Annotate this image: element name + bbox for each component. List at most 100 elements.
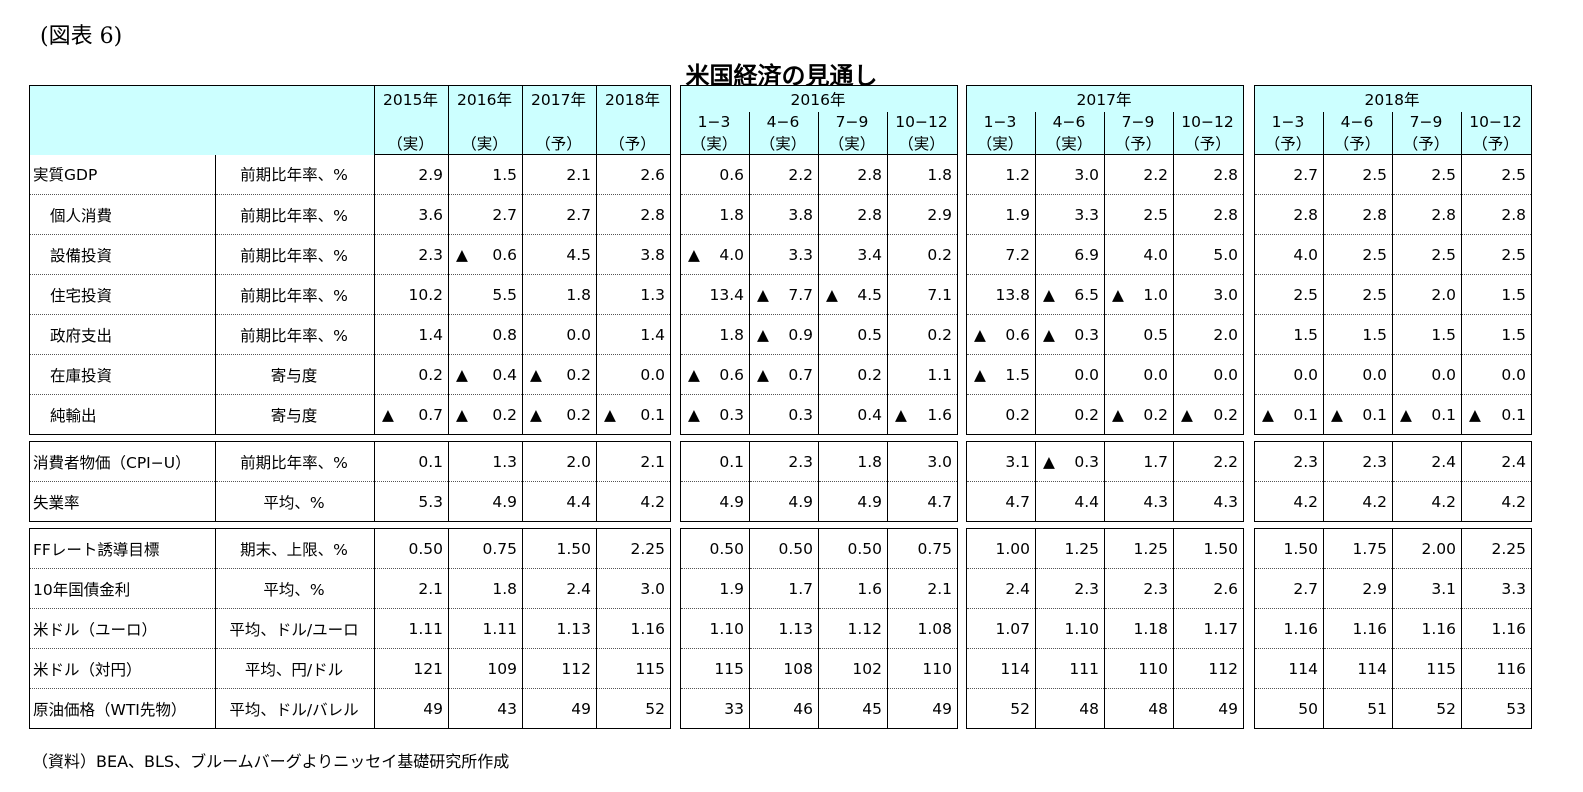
value-cell: 2.0	[1392, 274, 1462, 315]
value-cell: 0.2	[1035, 394, 1105, 435]
value-cell: 49	[522, 688, 597, 729]
value-cell: 7.1	[886, 274, 959, 315]
row-unit: 平均、%	[215, 568, 375, 609]
table-row: ▲ 0.6 ▲ 0.7 0.2 1.1	[680, 354, 959, 395]
value-cell: 2.25	[596, 528, 671, 569]
header-spacer	[448, 112, 523, 132]
quarterly-2016-table: 2016年 1−3 4−6 7−9 10−12 （実） （実） （実） （実） 0.6 2.2 2.8…	[679, 85, 959, 729]
value-cell: 3.3	[1035, 194, 1105, 235]
group-year: 2016年	[679, 85, 959, 112]
value-cell: 2.4	[966, 568, 1036, 609]
value-cell: 1.17	[1172, 608, 1245, 649]
quarter-label: 1−3	[680, 112, 750, 132]
section-gap	[215, 521, 375, 529]
value-cell: ▲ 1.6	[886, 394, 959, 435]
quarter-status: （実）	[818, 132, 888, 155]
negative-marker-icon: ▲	[895, 405, 907, 424]
negative-marker-icon: ▲	[974, 365, 986, 384]
value-cell: 2.8	[1460, 194, 1533, 235]
section-gap	[680, 434, 750, 442]
value-cell: 1.11	[374, 608, 449, 649]
value-cell: 7.2	[966, 234, 1036, 275]
value-cell: ▲ 0.2	[522, 394, 597, 435]
value-cell: 13.8	[966, 274, 1036, 315]
row-label: 政府支出	[29, 314, 216, 355]
row-unit: 前期比年率、%	[215, 154, 375, 195]
row-unit: 前期比年率、%	[215, 234, 375, 275]
table-row: 原油価格（WTI先物） 平均、ドル/バレル 49 43 49 52	[29, 688, 671, 729]
negative-marker-icon: ▲	[382, 405, 394, 424]
value-cell: 121	[374, 648, 449, 689]
section-gap	[1323, 434, 1393, 442]
value-cell: 2.1	[886, 568, 959, 609]
value-cell: ▲ 0.1	[1460, 394, 1533, 435]
section-gap	[596, 521, 671, 529]
value-cell: 1.13	[522, 608, 597, 649]
value-cell: ▲ 0.7	[374, 394, 449, 435]
value-cell: 2.2	[749, 154, 819, 195]
row-label: 失業率	[29, 481, 216, 522]
value-cell: 2.5	[1323, 234, 1393, 275]
value-cell: 2.6	[596, 154, 671, 195]
value-cell: 2.7	[522, 194, 597, 235]
value-cell: 4.0	[1254, 234, 1324, 275]
value-cell: 1.8	[680, 314, 750, 355]
column-status: （実）	[374, 132, 449, 155]
value-cell: 1.8	[886, 154, 959, 195]
value-cell: 0.3	[749, 394, 819, 435]
value-cell: 4.0	[1104, 234, 1174, 275]
table-row: ▲ 0.1 ▲ 0.1 ▲ 0.1 ▲ 0.1	[1254, 394, 1533, 435]
quarter-label: 1−3	[966, 112, 1036, 132]
value-cell: 4.3	[1104, 481, 1174, 522]
value-cell: 1.5	[1460, 314, 1533, 355]
row-unit: 前期比年率、%	[215, 441, 375, 482]
table-row: ▲ 1.5 0.0 0.0 0.0	[966, 354, 1245, 395]
table-row: 在庫投資 寄与度 0.2 ▲ 0.4 ▲ 0.2 0.0	[29, 354, 671, 395]
table-row: 1.07 1.10 1.18 1.17	[966, 608, 1245, 649]
value-cell: 4.7	[886, 481, 959, 522]
value-cell: 0.5	[1104, 314, 1174, 355]
table-row: 10年国債金利 平均、% 2.1 1.8 2.4 3.0	[29, 568, 671, 609]
value-cell: 5.0	[1172, 234, 1245, 275]
negative-marker-icon: ▲	[688, 405, 700, 424]
value-cell: 115	[680, 648, 750, 689]
value-cell: ▲ 0.6	[966, 314, 1036, 355]
value-cell: 114	[966, 648, 1036, 689]
value-cell: 1.16	[596, 608, 671, 649]
value-cell: 1.5	[1460, 274, 1533, 315]
negative-marker-icon: ▲	[604, 405, 616, 424]
value: 4.5	[857, 285, 882, 304]
value-cell: ▲ 0.1	[1254, 394, 1324, 435]
value-cell: 0.0	[1323, 354, 1393, 395]
table-row: 4.7 4.4 4.3 4.3	[966, 481, 1245, 522]
section-gap	[374, 434, 449, 442]
column-year: 2017年	[522, 85, 597, 112]
value: 0.2	[566, 365, 591, 384]
table-row: 実質GDP 前期比年率、% 2.9 1.5 2.1 2.6	[29, 154, 671, 195]
table-row: 2.4 2.3 2.3 2.6	[966, 568, 1245, 609]
table-row: 52 48 48 49	[966, 688, 1245, 729]
section-gap	[749, 434, 819, 442]
value: 0.1	[1431, 405, 1456, 424]
value-cell: 1.13	[749, 608, 819, 649]
table-row: 0.6 2.2 2.8 1.8	[680, 154, 959, 195]
table-row: 0.1 2.3 1.8 3.0	[680, 441, 959, 482]
value: 0.2	[1213, 405, 1239, 424]
value-cell: ▲ 0.2	[522, 354, 597, 395]
group-year: 2017年	[965, 85, 1245, 112]
column-year: 2018年	[596, 85, 671, 112]
value-cell: ▲ 0.9	[749, 314, 819, 355]
value-cell: 2.8	[1172, 154, 1245, 195]
value-cell: 1.08	[886, 608, 959, 649]
value-cell: 2.7	[448, 194, 523, 235]
value-cell: 2.5	[1392, 154, 1462, 195]
section-gap	[448, 521, 523, 529]
value-cell: 109	[448, 648, 523, 689]
value-cell: 2.3	[1254, 441, 1324, 482]
value-cell: 2.6	[1172, 568, 1245, 609]
value-cell: 53	[1460, 688, 1533, 729]
value-cell: 1.75	[1323, 528, 1393, 569]
table-row: 33 46 45 49	[680, 688, 959, 729]
table-row: FFレート誘導目標 期末、上限、% 0.50 0.75 1.50 2.25	[29, 528, 671, 569]
negative-marker-icon: ▲	[456, 245, 468, 264]
